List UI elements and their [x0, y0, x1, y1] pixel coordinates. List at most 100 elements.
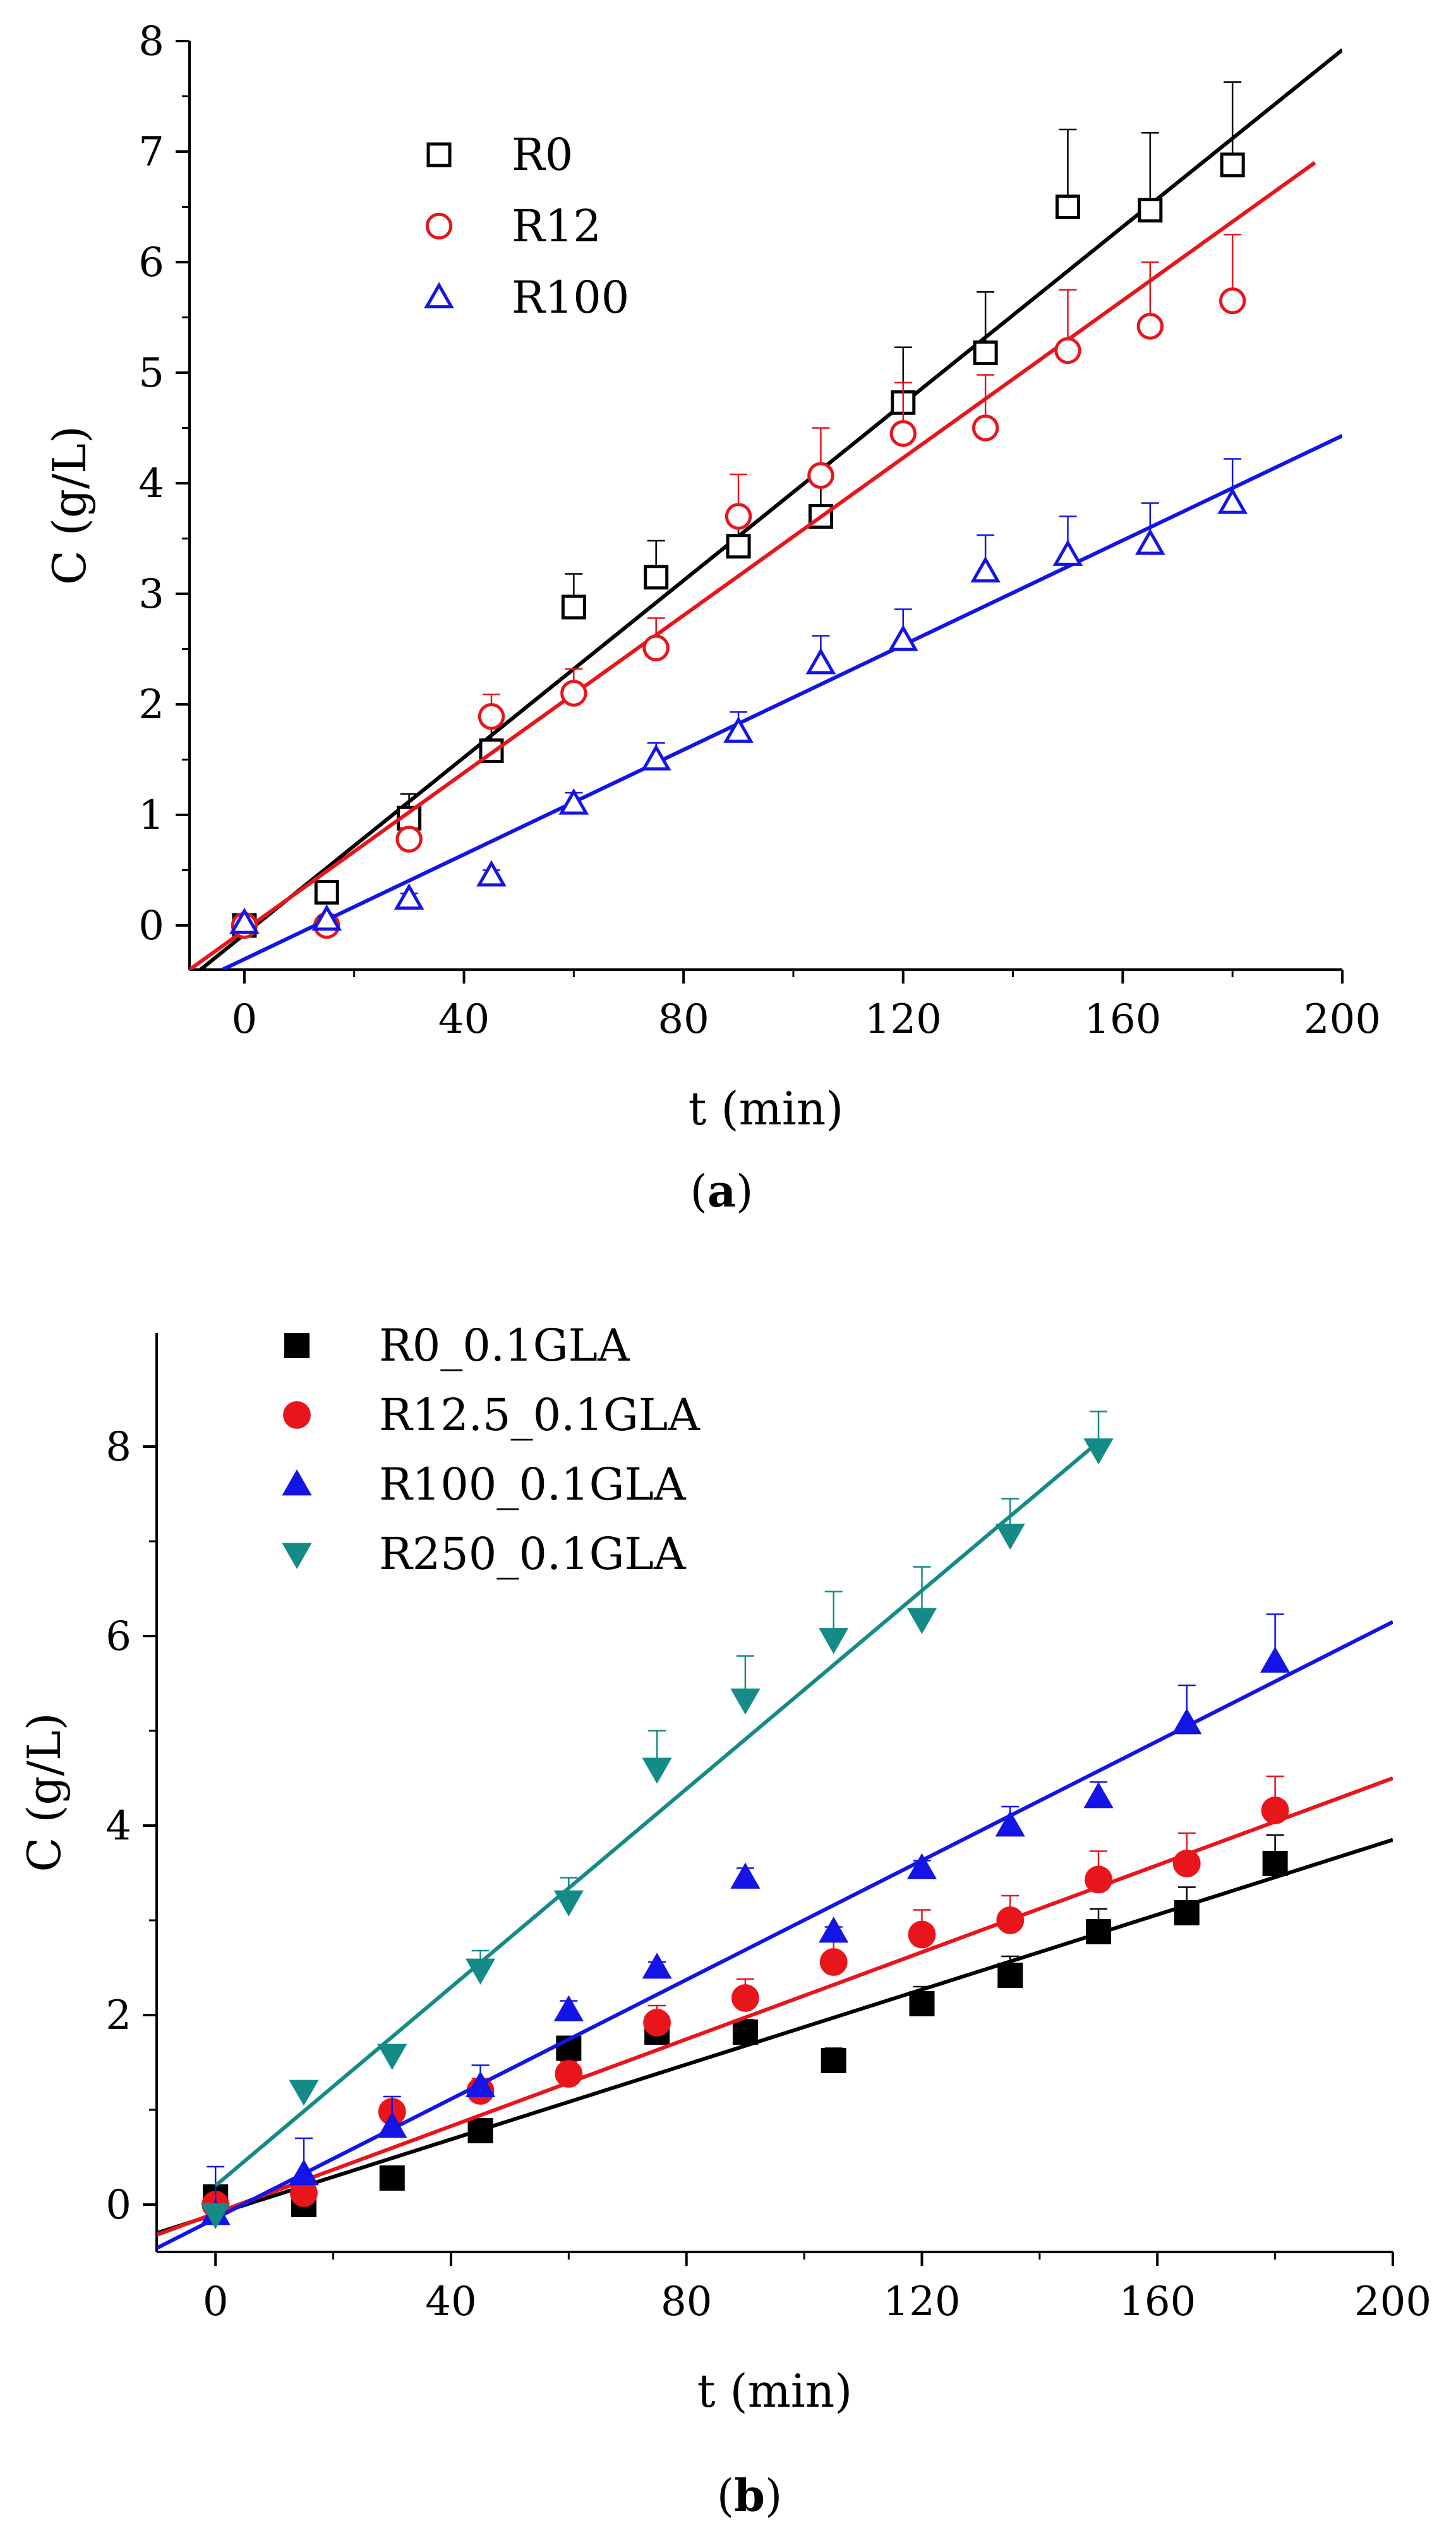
legend-R250_0.1GLA-point: [282, 1543, 312, 1569]
series-R0-point: [561, 594, 586, 620]
series-R100_0.1GLA-point: [642, 1953, 672, 1979]
series-R100-point: [723, 716, 754, 743]
series-R12-point: [478, 703, 505, 730]
y-tick-label: 6: [105, 1613, 131, 1660]
series-R100-point: [558, 788, 589, 815]
series-R0_0.1GLA-point: [556, 2035, 582, 2061]
series-R12.5_0.1GLA-point: [643, 2009, 671, 2037]
x-tick-label: 80: [658, 996, 709, 1043]
series-R100-point: [1134, 528, 1165, 555]
series-R12-point: [725, 503, 752, 530]
x-axis-title: t (min): [689, 1082, 844, 1135]
y-tick-label: 6: [138, 239, 164, 286]
series-R12.5_0.1GLA-point: [1172, 1850, 1201, 1877]
y-tick-label: 5: [138, 350, 164, 397]
series-R100-point: [1052, 539, 1083, 566]
series-R100_0.1GLA-point: [1172, 1708, 1202, 1735]
series-R12-point: [1136, 313, 1164, 340]
fit-line: [157, 1776, 1393, 2237]
series-R100_0.1GLA-point: [1083, 1782, 1114, 1809]
series-R12-point: [395, 826, 423, 853]
y-tick-label: 3: [138, 571, 164, 618]
series-R100_0.1GLA-point: [906, 1853, 937, 1879]
series-R250_0.1GLA-point: [289, 2080, 319, 2106]
y-axis-title: C (g/L): [18, 1712, 71, 1872]
series-R12-point: [889, 420, 917, 447]
panel-label: b: [734, 2469, 765, 2522]
series-R100_0.1GLA: [157, 1613, 1393, 2250]
series-R0_0.1GLA-point: [732, 2019, 758, 2045]
series-R0-point: [1138, 198, 1163, 223]
series-R12: [190, 161, 1316, 970]
series-R250_0.1GLA: [200, 1411, 1114, 2229]
legend-label: R12: [512, 200, 601, 252]
legend-label: R12.5_0.1GLA: [379, 1389, 701, 1441]
series-R0: [199, 48, 1342, 970]
x-tick-label: 120: [865, 996, 942, 1043]
series-R0-point: [1220, 152, 1245, 178]
series-R250_0.1GLA-point: [465, 1958, 496, 1985]
series-R100_0.1GLA-point: [1260, 1646, 1291, 1673]
series-R100-point: [311, 904, 342, 931]
x-tick-label: 80: [661, 2278, 712, 2325]
series-R100-point: [476, 860, 507, 887]
legend-R0_0.1GLA-point: [284, 1333, 310, 1358]
y-tick-label: 7: [138, 129, 164, 176]
series-R12-point: [1218, 287, 1246, 315]
panel-caption: (a): [690, 1165, 754, 1217]
legend-R12.5_0.1GLA-point: [283, 1401, 311, 1429]
series-R12.5_0.1GLA-point: [819, 1948, 848, 1976]
series-R0_0.1GLA-point: [997, 1963, 1023, 1988]
series-R100_0.1GLA-point: [289, 2159, 319, 2186]
plot-area: [157, 1411, 1393, 2250]
plot-area: [190, 48, 1342, 970]
series-R12-point: [560, 680, 587, 707]
series-R0_0.1GLA: [157, 1834, 1393, 2235]
series-R0_0.1GLA-point: [1086, 1919, 1112, 1944]
series-R250_0.1GLA-point: [200, 2203, 231, 2229]
legend-label: R100: [512, 272, 629, 323]
legend-label: R0_0.1GLA: [379, 1320, 630, 1371]
series-R100-point: [229, 907, 260, 934]
series-R100_0.1GLA-point: [819, 1917, 849, 1943]
x-tick-label: 160: [1084, 996, 1161, 1043]
series-R100-point: [394, 883, 424, 910]
series-R250_0.1GLA-point: [377, 2043, 407, 2070]
series-R250_0.1GLA-point: [995, 1524, 1025, 1550]
series-R100_0.1GLA-point: [465, 2071, 496, 2097]
series-R0-point: [314, 880, 339, 905]
x-tick-label: 40: [425, 2278, 476, 2325]
panel-caption: (b): [717, 2469, 783, 2522]
series-R0-point: [1055, 195, 1080, 219]
series-R100: [221, 434, 1342, 970]
series-R0_0.1GLA-point: [379, 2165, 405, 2191]
series-R0_0.1GLA-point: [909, 1991, 935, 2016]
series-R12-point: [1054, 337, 1081, 364]
y-tick-label: 2: [105, 1992, 131, 2039]
series-R100-point: [641, 743, 671, 771]
y-axis-title: C (g/L): [43, 426, 96, 585]
series-R12.5_0.1GLA-point: [996, 1906, 1025, 1934]
chart-panel-a: 0 40 80 120 160 200 0 1 2 3 4 5 6 7 8 t (min) C (g/L) R0 R…: [43, 18, 1381, 1217]
series-R250_0.1GLA-point: [906, 1608, 937, 1634]
legend-label: R100_0.1GLA: [379, 1459, 687, 1510]
fit-line: [221, 434, 1342, 970]
y-tick-label: 8: [105, 1424, 131, 1471]
series-R100_0.1GLA-point: [377, 2112, 407, 2138]
fit-line: [190, 161, 1316, 970]
series-R12.5_0.1GLA-point: [1085, 1865, 1112, 1894]
series-R250_0.1GLA-point: [553, 1890, 584, 1917]
y-tick-label: 0: [138, 903, 164, 949]
series-R100_0.1GLA-point: [730, 1862, 761, 1889]
x-tick-label: 0: [232, 996, 258, 1043]
series-R100-point: [805, 647, 836, 675]
x-tick-label: 200: [1304, 996, 1381, 1043]
series-R12-point: [972, 414, 999, 442]
series-R100_0.1GLA-point: [995, 1810, 1025, 1837]
legend-label: R250_0.1GLA: [379, 1528, 687, 1580]
series-R12.5_0.1GLA: [157, 1775, 1393, 2237]
series-R0_0.1GLA-point: [1174, 1900, 1200, 1925]
series-R0-point: [808, 504, 833, 529]
series-R0_0.1GLA-point: [1262, 1851, 1288, 1876]
legend-R12-point: [425, 212, 453, 240]
